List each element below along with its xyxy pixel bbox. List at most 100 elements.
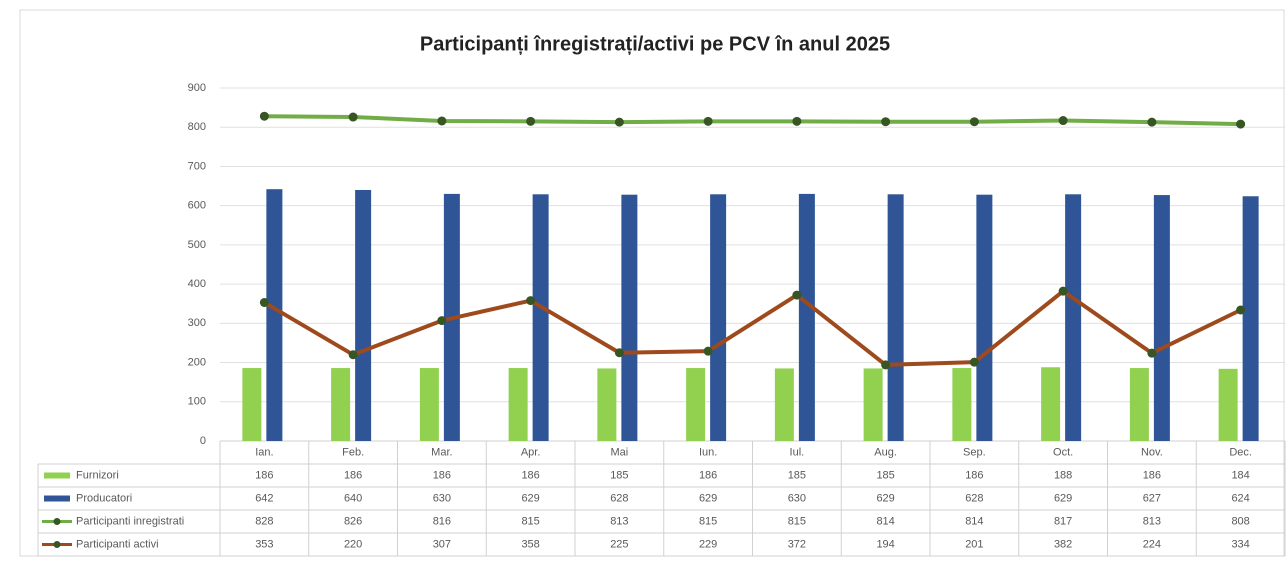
bar xyxy=(976,194,993,441)
bar xyxy=(952,368,972,441)
table-cell: 815 xyxy=(521,515,539,527)
table-cell: 808 xyxy=(1231,515,1249,527)
table-cell: 816 xyxy=(433,515,451,527)
x-tick-label: Dec. xyxy=(1229,446,1252,458)
marker xyxy=(881,117,891,127)
marker xyxy=(526,116,536,126)
table-cell: 307 xyxy=(433,538,451,550)
bar xyxy=(242,368,262,441)
legend-key xyxy=(53,541,61,548)
table-cell: 186 xyxy=(255,469,273,481)
table-cell: 813 xyxy=(1143,515,1161,527)
table-cell: 629 xyxy=(699,492,717,504)
table-cell: 186 xyxy=(344,469,362,481)
bar xyxy=(597,368,617,441)
table-cell: 817 xyxy=(1054,515,1072,527)
marker xyxy=(881,360,891,370)
table-cell: 186 xyxy=(965,469,983,481)
bar xyxy=(798,193,815,441)
x-tick-label: Mai xyxy=(611,446,629,458)
table-cell: 225 xyxy=(610,538,628,550)
bar xyxy=(532,194,549,441)
marker xyxy=(703,116,713,126)
x-tick-label: Oct. xyxy=(1053,446,1073,458)
y-tick-label: 400 xyxy=(188,278,206,290)
y-tick-label: 0 xyxy=(200,435,206,447)
marker xyxy=(1058,286,1068,296)
table-cell: 185 xyxy=(788,469,806,481)
bar xyxy=(1065,194,1082,441)
table-cell: 185 xyxy=(876,469,894,481)
x-tick-label: Ian. xyxy=(255,446,273,458)
bar xyxy=(508,368,528,441)
table-cell: 624 xyxy=(1231,492,1249,504)
table-cell: 642 xyxy=(255,492,273,504)
table-cell: 184 xyxy=(1231,469,1249,481)
bar xyxy=(419,368,439,441)
marker xyxy=(1236,305,1246,315)
table-cell: 629 xyxy=(876,492,894,504)
bar xyxy=(710,194,727,441)
table-cell: 382 xyxy=(1054,538,1072,550)
x-tick-label: Iun. xyxy=(699,446,717,458)
bar xyxy=(1242,196,1259,441)
table-cell: 629 xyxy=(521,492,539,504)
marker xyxy=(259,111,269,121)
table-cell: 194 xyxy=(876,538,894,550)
marker xyxy=(614,117,624,127)
table-cell: 826 xyxy=(344,515,362,527)
table-cell: 220 xyxy=(344,538,362,550)
legend-key xyxy=(44,472,70,479)
marker xyxy=(1236,119,1246,129)
marker xyxy=(614,348,624,358)
marker xyxy=(348,350,358,360)
bar xyxy=(1041,367,1061,441)
marker xyxy=(259,298,269,308)
marker xyxy=(969,357,979,367)
chart-frame xyxy=(19,9,1285,557)
bar xyxy=(1218,368,1238,441)
table-cell: 372 xyxy=(788,538,806,550)
y-tick-label: 500 xyxy=(188,239,206,251)
y-tick-label: 100 xyxy=(188,396,206,408)
table-cell: 815 xyxy=(788,515,806,527)
table-cell: 186 xyxy=(1143,469,1161,481)
y-tick-label: 700 xyxy=(188,160,206,172)
y-tick-label: 300 xyxy=(188,317,206,329)
table-cell: 358 xyxy=(521,538,539,550)
table-cell: 815 xyxy=(699,515,717,527)
y-tick-label: 600 xyxy=(188,200,206,212)
x-tick-label: Iul. xyxy=(790,446,805,458)
line xyxy=(263,289,1242,367)
table-cell: 186 xyxy=(521,469,539,481)
line xyxy=(264,114,1241,127)
table-cell: 627 xyxy=(1143,492,1161,504)
bar xyxy=(686,368,706,441)
marker xyxy=(1147,117,1157,127)
x-tick-label: Sep. xyxy=(963,446,986,458)
bar xyxy=(355,189,372,441)
y-tick-label: 800 xyxy=(188,121,206,133)
table-cell: 353 xyxy=(255,538,273,550)
table-cell: 814 xyxy=(876,515,894,527)
x-tick-label: Feb. xyxy=(342,446,364,458)
table-cell: 229 xyxy=(699,538,717,550)
table-cell: 813 xyxy=(610,515,628,527)
table-cell: 186 xyxy=(699,469,717,481)
legend-key xyxy=(44,495,70,502)
bar xyxy=(774,368,794,441)
marker xyxy=(1147,348,1157,358)
legend-label: Furnizori xyxy=(76,469,119,481)
table-cell: 640 xyxy=(344,492,362,504)
legend-label: Participanti activi xyxy=(76,538,159,550)
marker xyxy=(437,316,447,326)
bar xyxy=(887,194,904,441)
marker xyxy=(1058,116,1068,126)
table-cell: 188 xyxy=(1054,469,1072,481)
x-tick-label: Nov. xyxy=(1141,446,1163,458)
bar xyxy=(621,194,638,441)
bar xyxy=(863,368,883,441)
table-cell: 828 xyxy=(255,515,273,527)
marker xyxy=(526,296,536,306)
table-cell: 630 xyxy=(788,492,806,504)
